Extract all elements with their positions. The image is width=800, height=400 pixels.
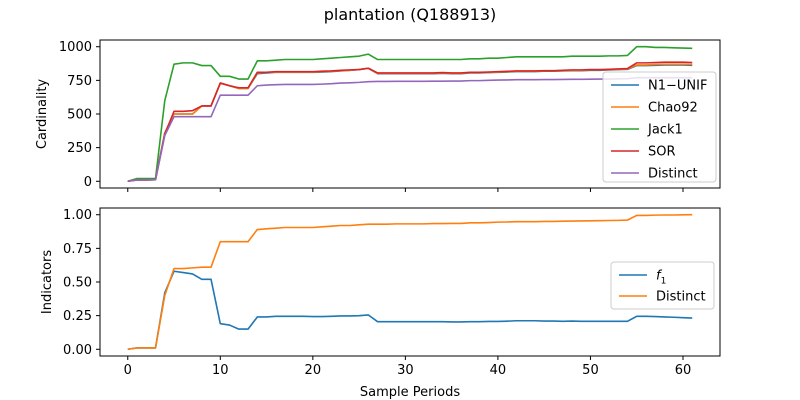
- x-tick-label: 50: [582, 363, 599, 378]
- y-tick-label: 1.00: [63, 208, 92, 223]
- legend-label: SOR: [648, 145, 676, 160]
- cardinality-panel: 0 250 500 750 1000 Cardinality N1−UNIF Chao92 Ja…: [35, 39, 721, 192]
- y-tick-label: 0.00: [63, 343, 92, 358]
- legend-label: N1−UNIF: [648, 79, 707, 94]
- x-tick-label: 0: [124, 363, 132, 378]
- x-tick-label: 40: [490, 363, 507, 378]
- legend: f1 Distinct: [610, 261, 715, 310]
- series-line-sor: [127, 61, 693, 183]
- y-tick-label: 0: [84, 175, 92, 190]
- x-axis-label: Sample Periods: [360, 385, 460, 400]
- legend-box: [602, 71, 717, 183]
- chart-title: plantation (Q188913): [324, 5, 497, 24]
- legend-label: Distinct: [656, 290, 706, 305]
- indicators-panel: 0 10 20 30 40 50 60 0.00 0.25 0.50 0.75 1.00 Indicat…: [40, 207, 721, 378]
- y-tick-label: 1000: [59, 40, 92, 55]
- x-tick-label: 60: [675, 363, 692, 378]
- x-tick-label: 10: [212, 363, 229, 378]
- legend-label: Jack1: [647, 123, 683, 138]
- y-tick-label: 0.25: [63, 309, 92, 324]
- y-tick-label: 250: [67, 141, 92, 156]
- legend-label: Chao92: [648, 101, 698, 116]
- series-line-distinct: [127, 76, 693, 183]
- y-tick-label: 0.50: [63, 276, 92, 291]
- y-tick-label: 750: [67, 74, 92, 89]
- series-line-distinct: [127, 213, 693, 351]
- y-axis-label: Indicators: [40, 250, 55, 314]
- y-tick-label: 500: [67, 108, 92, 123]
- x-tick-label: 30: [397, 363, 414, 378]
- series-line-f1: [127, 270, 693, 351]
- legend-label: Distinct: [648, 167, 698, 182]
- legend: N1−UNIF Chao92 Jack1 SOR Distinct: [602, 71, 717, 183]
- legend-label: f1: [656, 269, 666, 287]
- y-axis-label: Cardinality: [35, 79, 50, 150]
- series-line-jack1: [127, 45, 693, 183]
- legend-box: [610, 261, 715, 310]
- x-tick-label: 20: [305, 363, 322, 378]
- y-tick-label: 0.75: [63, 242, 92, 257]
